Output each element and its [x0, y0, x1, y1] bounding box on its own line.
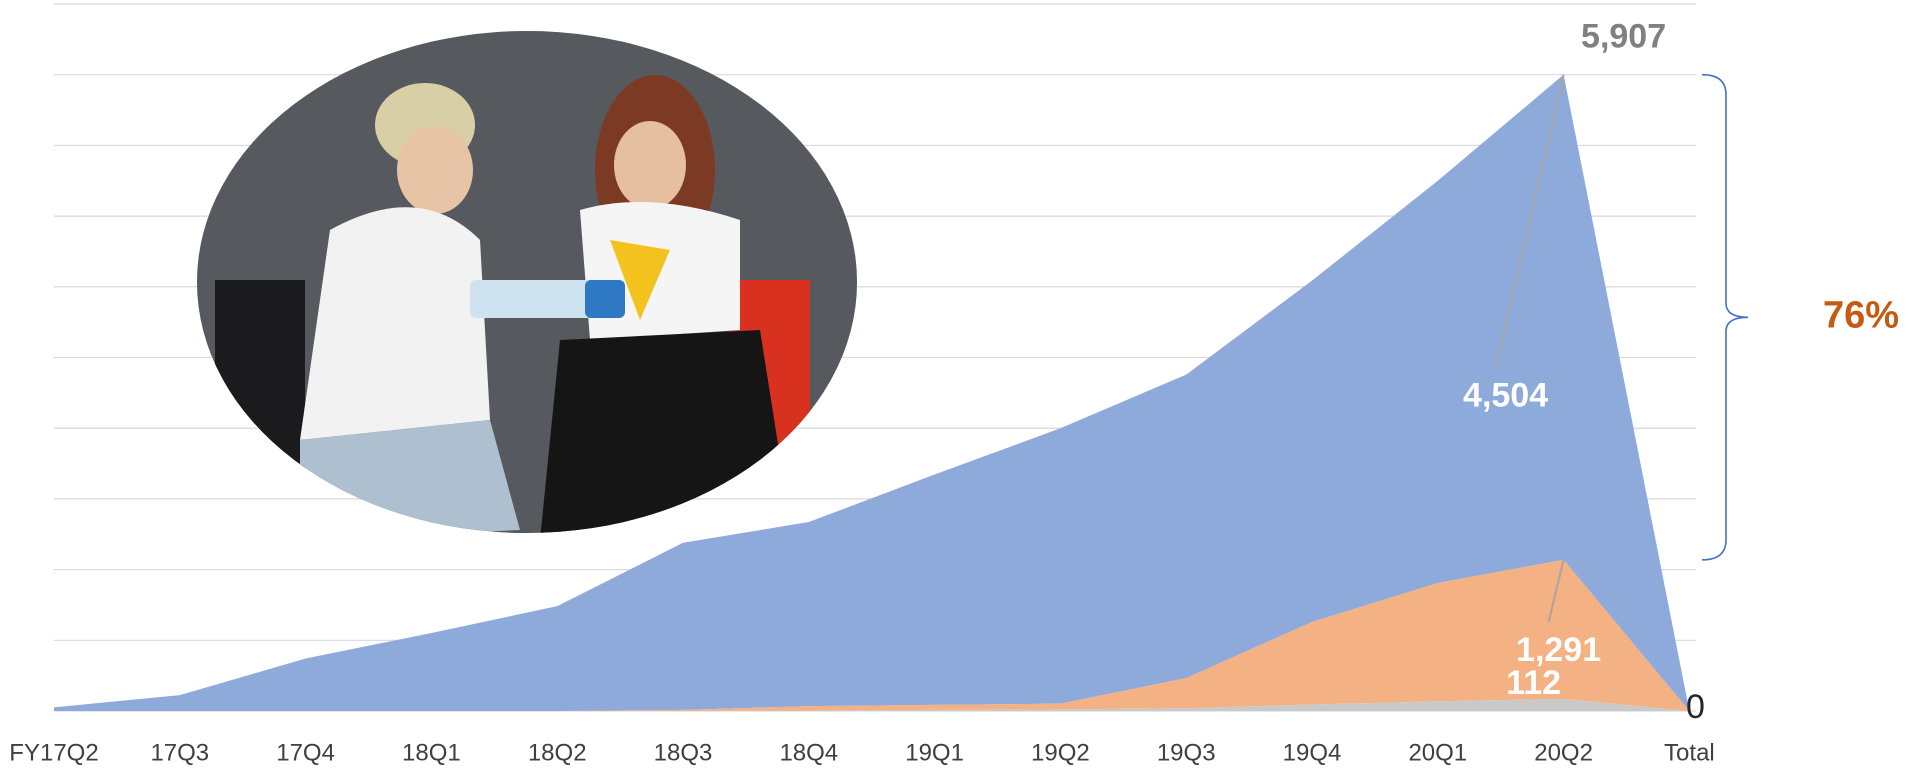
x-tick-label: 20Q1: [1408, 739, 1467, 766]
total-label: 5,907: [1581, 18, 1666, 56]
data-label: 0: [1686, 688, 1705, 726]
x-tick-label: 18Q3: [654, 739, 713, 766]
x-tick-label: 18Q1: [402, 739, 461, 766]
brace: [1701, 73, 1749, 561]
x-tick-label: 18Q2: [528, 739, 587, 766]
leader-line: [1494, 74, 1565, 368]
x-tick-label: 17Q3: [150, 739, 209, 766]
leader-line: [1547, 559, 1565, 623]
x-tick-label: 19Q2: [1031, 739, 1090, 766]
areas: [54, 74, 1690, 712]
data-label: 112: [1506, 664, 1561, 702]
area: [54, 559, 1690, 711]
share-annotation: 76%: [1823, 294, 1899, 336]
x-tick-label: Total: [1664, 739, 1715, 766]
x-tick-label: 17Q4: [276, 739, 335, 766]
data-label: 1,291: [1516, 631, 1601, 669]
x-tick-label: 20Q2: [1534, 739, 1593, 766]
x-tick-label: 18Q4: [779, 739, 838, 766]
x-tick-label: 19Q4: [1283, 739, 1342, 766]
x-tick-label: FY17Q2: [9, 739, 98, 766]
photo: [197, 31, 857, 533]
area: [54, 74, 1690, 712]
x-tick-label: 19Q3: [1157, 739, 1216, 766]
data-label: 4,504: [1463, 377, 1548, 415]
x-tick-label: 19Q1: [905, 739, 964, 766]
area: [54, 698, 1690, 711]
labels: FY17Q2 17Q3 17Q4 18Q1 18Q2 18Q3 18Q4 19Q1 19Q2 19…: [9, 18, 1899, 767]
